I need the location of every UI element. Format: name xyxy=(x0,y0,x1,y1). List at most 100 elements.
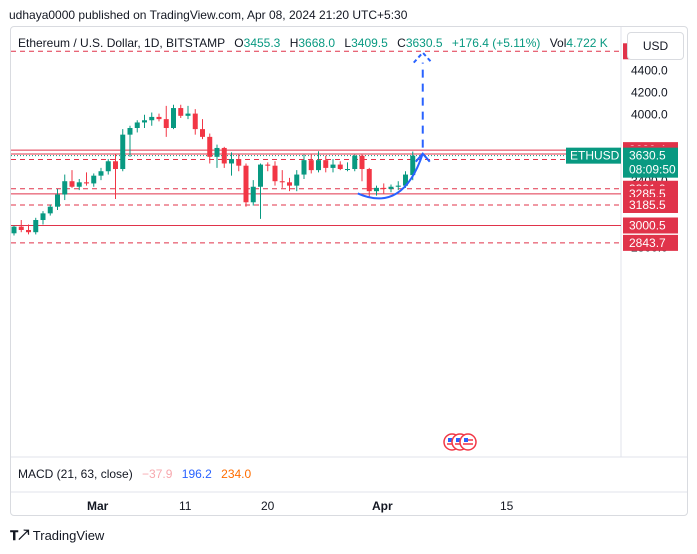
candle-body[interactable] xyxy=(185,113,191,116)
candle-body[interactable] xyxy=(374,187,379,192)
level-label-bg xyxy=(623,196,678,213)
candle-body[interactable] xyxy=(337,164,343,170)
candle-body[interactable] xyxy=(258,164,263,187)
level-label: 2843.7 xyxy=(629,236,666,250)
candle-body[interactable] xyxy=(366,169,372,192)
candle-body[interactable] xyxy=(352,155,358,170)
candle-body[interactable] xyxy=(127,128,133,135)
candle-body[interactable] xyxy=(149,116,155,121)
macd-legend: MACD (21, 63, close) −37.9 196.2 234.0 xyxy=(18,467,251,481)
candle-body[interactable] xyxy=(192,113,198,130)
candle-body[interactable] xyxy=(98,171,104,176)
change-value: +176.4 (+5.11%) xyxy=(451,36,541,50)
high-value: 3668.0 xyxy=(298,36,336,50)
candle-body[interactable] xyxy=(142,120,147,123)
time-axis-label: 11 xyxy=(179,499,192,513)
price-axis-tick: 4400.0 xyxy=(631,63,668,77)
candle-body[interactable] xyxy=(381,187,387,189)
candle-body[interactable] xyxy=(345,169,350,171)
countdown-label: 08:09:50 xyxy=(629,163,676,177)
candle-body[interactable] xyxy=(18,226,24,230)
tradingview-logo-icon: 𝐓↗ xyxy=(10,528,29,543)
flag-canton xyxy=(448,438,452,442)
time-axis-label: 15 xyxy=(500,499,514,513)
candle-body[interactable] xyxy=(55,194,60,207)
candle-body[interactable] xyxy=(403,174,408,186)
candle-body[interactable] xyxy=(279,181,285,183)
candle-body[interactable] xyxy=(120,134,126,170)
candle-body[interactable] xyxy=(178,108,184,116)
macd-label[interactable]: MACD (21, 63, close) xyxy=(18,467,133,481)
symbol-title[interactable]: Ethereum / U.S. Dollar, 1D, BITSTAMP xyxy=(18,36,225,50)
open-value: 3455.3 xyxy=(243,36,281,50)
current-price-bg xyxy=(623,147,678,178)
candle-body[interactable] xyxy=(410,155,416,176)
time-axis-label: Apr xyxy=(372,499,393,513)
volume-label: Vol xyxy=(549,36,567,50)
high-label: H xyxy=(289,36,299,50)
candle-body[interactable] xyxy=(359,155,365,170)
publisher-bar: udhaya0000 published on TradingView.com,… xyxy=(0,0,697,30)
candle-body[interactable] xyxy=(105,161,111,172)
time-axis-label: Mar xyxy=(87,499,109,513)
candle-body[interactable] xyxy=(395,185,401,187)
macd-value-3: 234.0 xyxy=(221,467,252,481)
tradingview-footer[interactable]: 𝐓↗ TradingView xyxy=(10,528,104,544)
volume-value: 4.722 K xyxy=(566,36,608,50)
candle-body[interactable] xyxy=(323,160,329,168)
level-label: 3185.5 xyxy=(629,198,666,212)
projection-arrowhead-low xyxy=(414,152,431,163)
level-label: 3000.5 xyxy=(629,218,666,232)
candle-body[interactable] xyxy=(207,136,213,157)
candle-body[interactable] xyxy=(272,165,278,182)
close-label: C xyxy=(397,36,406,50)
candle-body[interactable] xyxy=(33,220,39,233)
candle-body[interactable] xyxy=(156,116,162,120)
candle-body[interactable] xyxy=(229,159,234,164)
level-label-bg xyxy=(623,217,678,234)
currency-button[interactable]: USD xyxy=(627,32,684,60)
candle-body[interactable] xyxy=(287,182,292,186)
low-label: L xyxy=(344,36,352,50)
footer-brand: TradingView xyxy=(32,528,105,543)
candle-body[interactable] xyxy=(47,206,53,214)
candle-body[interactable] xyxy=(40,213,46,221)
ticker-tag: ETHUSD xyxy=(570,149,620,163)
candle-body[interactable] xyxy=(308,160,314,171)
candle-body[interactable] xyxy=(69,181,75,187)
candle-body[interactable] xyxy=(316,160,321,171)
candle-body[interactable] xyxy=(113,161,118,170)
candle-body[interactable] xyxy=(265,164,271,166)
candle-body[interactable] xyxy=(91,175,97,184)
candle-body[interactable] xyxy=(243,165,249,203)
close-value: 3630.5 xyxy=(405,36,443,50)
candle-body[interactable] xyxy=(221,147,227,164)
candle-body[interactable] xyxy=(26,229,31,233)
macd-value-1: −37.9 xyxy=(142,467,173,481)
candle-body[interactable] xyxy=(236,159,242,166)
level-label-bg xyxy=(623,234,678,251)
candle-body[interactable] xyxy=(301,160,307,175)
candle-body[interactable] xyxy=(134,122,140,129)
projection-arrowhead-high xyxy=(413,51,433,64)
candle-body[interactable] xyxy=(171,108,176,129)
candle-body[interactable] xyxy=(388,186,394,189)
candle-body[interactable] xyxy=(330,164,336,168)
price-chart[interactable]: 4600.04400.04200.04000.03400.02800.04572… xyxy=(11,27,687,515)
chart-panel[interactable]: 4600.04400.04200.04000.03400.02800.04572… xyxy=(10,26,688,516)
flag-canton xyxy=(464,438,468,442)
candle-body[interactable] xyxy=(250,186,256,203)
candle-body[interactable] xyxy=(214,147,220,157)
projection-curve[interactable] xyxy=(357,153,424,200)
candle-body[interactable] xyxy=(84,182,89,184)
symbol-legend: Ethereum / U.S. Dollar, 1D, BITSTAMP O34… xyxy=(18,36,608,50)
candle-body[interactable] xyxy=(76,182,82,187)
candle-body[interactable] xyxy=(62,181,68,195)
candle-body[interactable] xyxy=(163,119,169,129)
price-axis-tick: 4000.0 xyxy=(631,108,668,122)
candle-body[interactable] xyxy=(11,226,17,234)
time-axis-label: 20 xyxy=(261,499,275,513)
candle-body[interactable] xyxy=(200,129,205,137)
candle-body[interactable] xyxy=(294,174,300,186)
flag-canton xyxy=(456,438,460,442)
